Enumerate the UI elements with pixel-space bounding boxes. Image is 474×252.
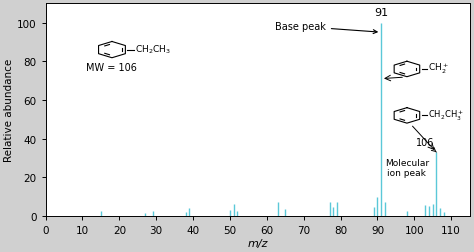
Text: Molecular
ion peak: Molecular ion peak	[385, 158, 429, 178]
Text: CH$_2$CH$_3$: CH$_2$CH$_3$	[135, 43, 171, 56]
Text: CH$_2^+$: CH$_2^+$	[428, 62, 449, 76]
X-axis label: m/z: m/z	[247, 238, 268, 248]
Text: 91: 91	[374, 8, 388, 18]
Text: MW = 106: MW = 106	[86, 63, 137, 73]
Text: CH$_2$CH$_3^+$: CH$_2$CH$_3^+$	[428, 108, 465, 122]
Y-axis label: Relative abundance: Relative abundance	[4, 59, 14, 162]
Text: Base peak: Base peak	[275, 22, 377, 35]
Text: 106: 106	[416, 138, 437, 152]
